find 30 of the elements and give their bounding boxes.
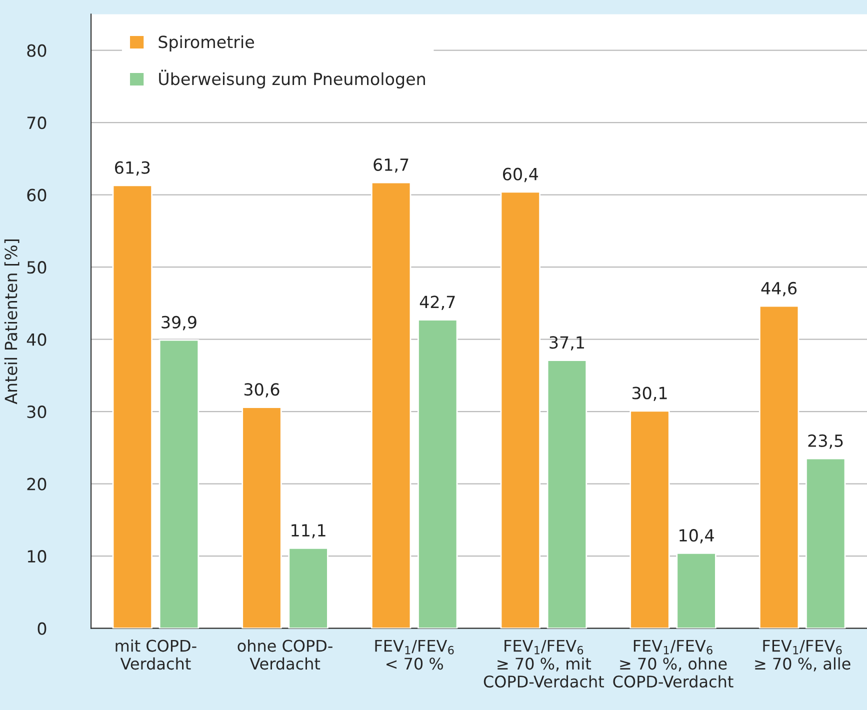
text: 30,1 bbox=[632, 386, 667, 402]
y-tick-label: 50 bbox=[27, 261, 46, 274]
text: 39,9 bbox=[162, 316, 196, 330]
y-tick-label: 40 bbox=[26, 333, 46, 346]
x-tick-label: FEV$_{1}$/FEV$_{6}$ ≥ 70 %, ohne COPD-Verdacht bbox=[613, 640, 734, 688]
y-tick-label: 0 bbox=[38, 622, 46, 635]
y-tick-label: 10 bbox=[28, 550, 46, 563]
y-tick-label: 80 bbox=[27, 44, 46, 57]
y-axis-title: Anteil Patienten [%] bbox=[4, 240, 20, 404]
legend-label: Überweisung zum Pneumologen bbox=[159, 70, 425, 88]
x-tick-label: FEV$_{1}$/FEV$_{6}$ ≥ 70 %, alle bbox=[755, 640, 850, 672]
text: 44,6 bbox=[761, 282, 797, 296]
y-tick-label: 60 bbox=[27, 188, 46, 202]
y-tick-label: 70 bbox=[27, 116, 46, 130]
text: 37,1 bbox=[550, 336, 584, 350]
y-tick-label: 30 bbox=[27, 406, 46, 418]
text: 60,4 bbox=[503, 168, 538, 182]
x-tick-label: ohne COPD- Verdacht bbox=[238, 639, 332, 670]
text: 30,6 bbox=[244, 383, 280, 398]
x-tick-label: FEV$_{1}$/FEV$_{6}$ ≥ 70 %, mit COPD-Verdacht bbox=[484, 640, 604, 688]
text: 10,4 bbox=[680, 529, 714, 544]
x-tick-label: mit COPD- Verdacht bbox=[116, 639, 196, 670]
text: 61,7 bbox=[374, 158, 408, 173]
x-tick-label: FEV$_{1}$/FEV$_{6}$ < 70 % bbox=[375, 640, 454, 670]
text: 61,3 bbox=[115, 161, 150, 176]
text: 23,5 bbox=[808, 434, 843, 449]
y-tick-label: 20 bbox=[27, 478, 46, 490]
legend-label: Spirometrie bbox=[158, 35, 254, 52]
text: 42,7 bbox=[420, 296, 455, 310]
text: 11,1 bbox=[292, 524, 326, 538]
